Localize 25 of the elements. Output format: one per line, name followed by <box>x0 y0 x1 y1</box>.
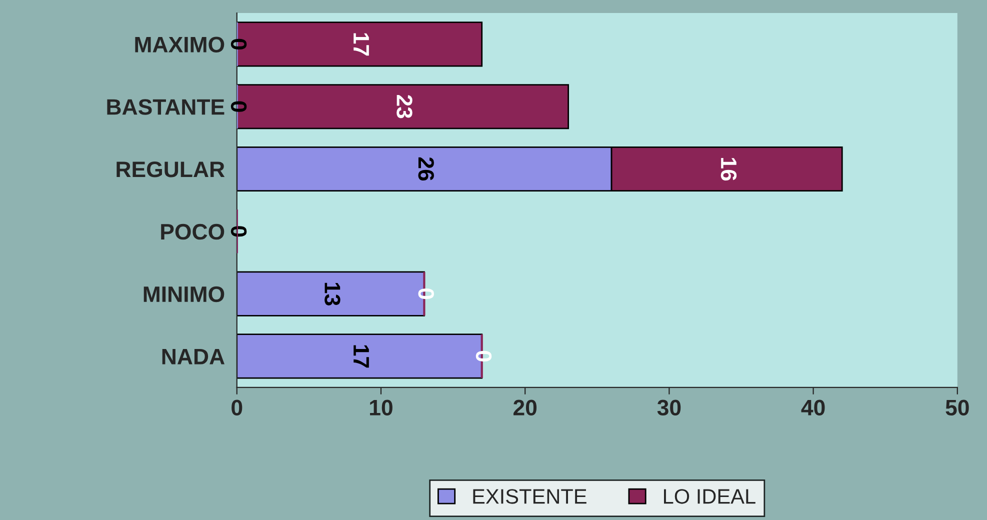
x-tick-label: 20 <box>513 400 537 416</box>
y-tick-label: NADA <box>162 348 224 364</box>
legend-label: LO IDEAL <box>664 489 756 504</box>
data-label: 26 <box>418 157 434 181</box>
data-label: 0 <box>230 226 247 237</box>
y-tick-label: MINIMO <box>144 286 224 302</box>
data-label: 16 <box>720 158 737 181</box>
y-tick-label: MAXIMO <box>135 36 224 52</box>
x-tick-label: 30 <box>657 400 681 416</box>
data-label: 0 <box>230 101 247 112</box>
data-label: 23 <box>396 95 412 118</box>
y-tick-label: POCO <box>161 224 224 240</box>
x-tick-label: 0 <box>232 400 242 416</box>
y-tick-label: BASTANTE <box>107 99 224 115</box>
data-label: 0 <box>476 350 492 362</box>
x-tick-label: 40 <box>801 400 825 416</box>
data-label: 0 <box>230 38 247 50</box>
data-label: 0 <box>418 288 434 300</box>
data-label: 17 <box>354 345 369 368</box>
x-tick-label: 10 <box>370 400 392 416</box>
data-label: 13 <box>324 282 340 306</box>
x-tick-label: 50 <box>946 400 969 416</box>
legend-label: EXISTENTE <box>473 489 586 504</box>
data-label: 17 <box>354 33 369 56</box>
y-tick-label: REGULAR <box>116 162 225 178</box>
